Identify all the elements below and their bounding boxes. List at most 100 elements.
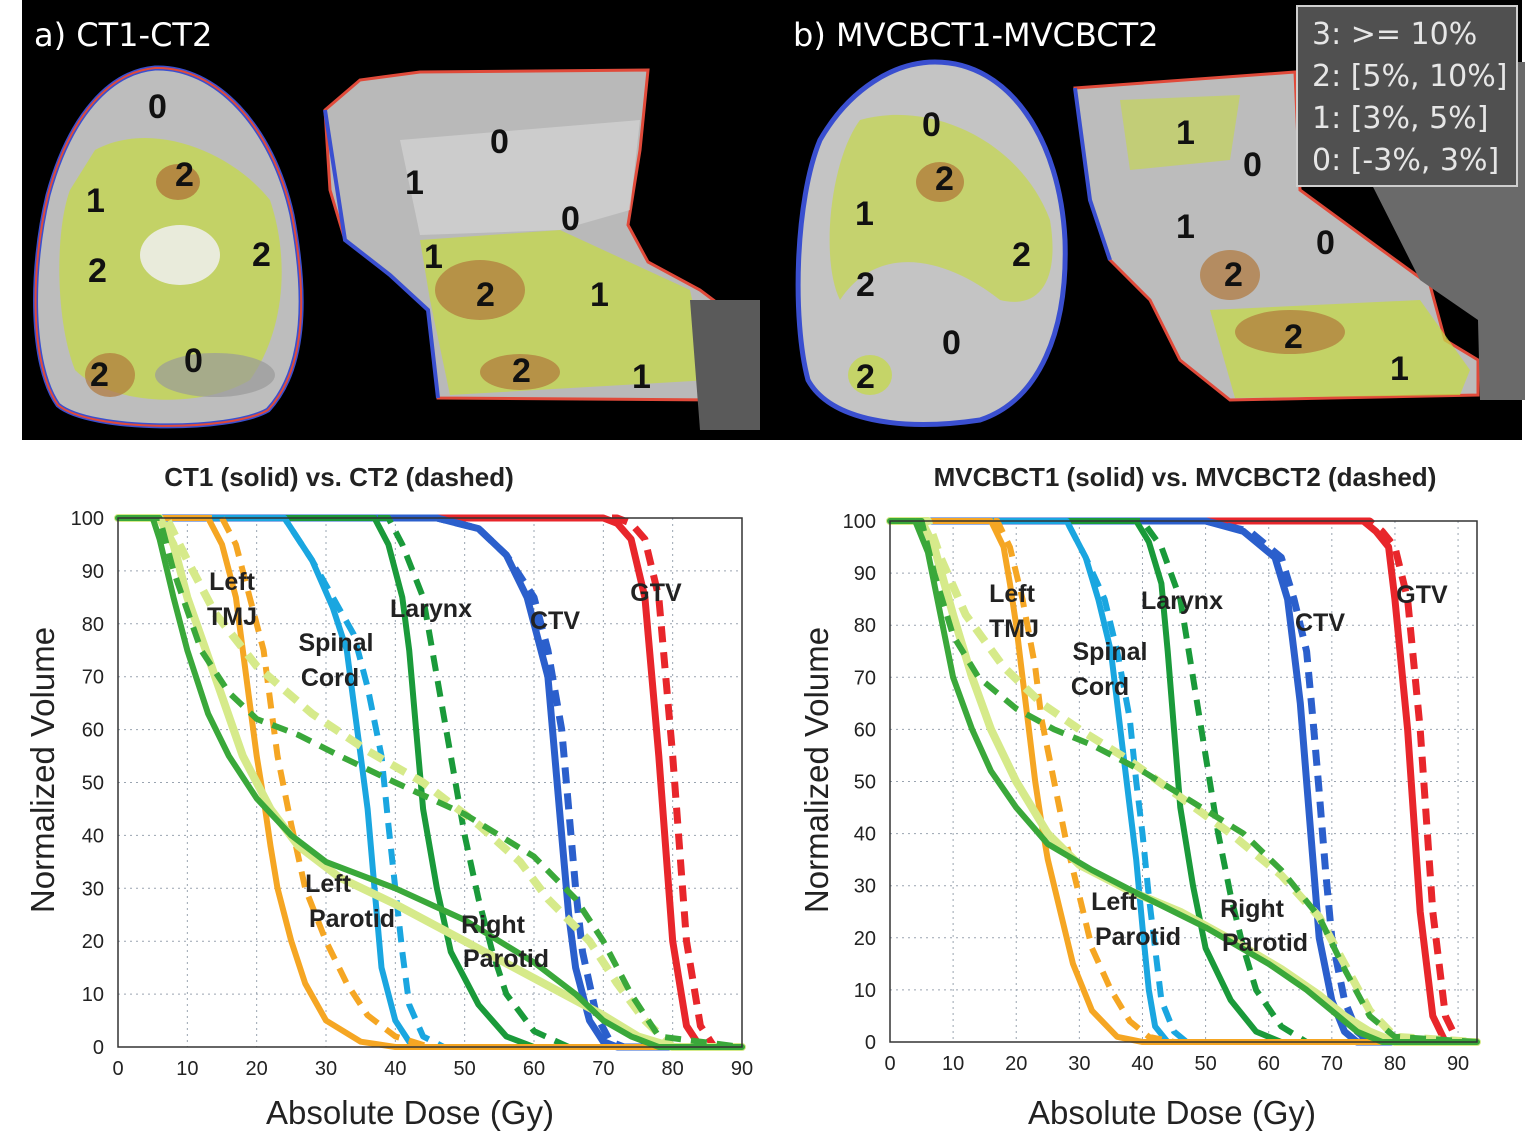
x-tick-label: 40	[384, 1058, 406, 1080]
x-tick-label: 60	[523, 1058, 545, 1080]
x-tick-label: 60	[1258, 1053, 1280, 1075]
dvh-curve-gtv-solid	[114, 514, 746, 1051]
curve-label-left-parotid: Parotid	[309, 905, 395, 933]
legend-background	[1296, 5, 1518, 187]
curve-label-left-tmj: TMJ	[207, 603, 257, 631]
region-number: 0	[1243, 146, 1262, 184]
y-tick-label: 100	[71, 508, 104, 530]
axial-low-region	[155, 353, 275, 397]
region-number: 2	[175, 156, 194, 194]
legend-entry: 0: [-3%, 3%]	[1312, 143, 1499, 178]
x-tick-label: 0	[112, 1058, 123, 1080]
y-tick-label: 40	[82, 825, 104, 847]
curve-label-ctv: CTV	[1295, 609, 1345, 637]
x-tick-label: 10	[942, 1053, 964, 1075]
x-tick-label: 80	[662, 1058, 684, 1080]
curve-labels: GTV CTV Larynx Spinal Cord Left TMJ Left…	[207, 568, 682, 973]
region-number: 0	[184, 342, 203, 380]
dvh-curve-larynx-solid	[115, 515, 745, 1050]
curve-label-left-tmj: Left	[989, 580, 1036, 608]
region-number: 0	[490, 123, 509, 161]
dvh-curve-left-tmj-solid	[115, 515, 745, 1050]
curve-label-gtv: GTV	[1396, 581, 1448, 609]
region-number: 2	[1012, 236, 1031, 274]
region-number: 1	[855, 195, 874, 233]
region-number: 2	[935, 160, 954, 198]
panel-b-label: b) MVCBCT1-MVCBCT2	[793, 16, 1158, 54]
region-number: 0	[148, 88, 167, 126]
plot-frame	[889, 520, 1478, 1043]
legend-entry: 1: [3%, 5%]	[1312, 101, 1488, 136]
legend-entry: 3: >= 10%	[1312, 17, 1477, 52]
region-number: 1	[632, 358, 651, 396]
curve-label-right-parotid: Parotid	[463, 945, 549, 973]
panel-a-sagittal-slice: 0 1 0 1 2 1 2 1	[323, 68, 760, 430]
y-tick-label: 10	[854, 980, 876, 1002]
curve-label-spinal-cord: Cord	[301, 664, 359, 692]
axial-hotspot	[85, 353, 135, 397]
y-tick-label: 0	[865, 1032, 876, 1054]
curve-label-left-tmj: Left	[209, 568, 256, 596]
y-tick-label: 40	[854, 824, 876, 846]
sagittal-hotspot	[435, 260, 525, 320]
axial-dose-region	[829, 114, 1053, 302]
dvh-curve-right-parotid-solid	[115, 515, 745, 1050]
region-number: 2	[856, 358, 875, 396]
axial-skin-contour	[34, 66, 303, 427]
dvh-curve-left-parotid-solid	[114, 514, 746, 1051]
x-tick-label: 30	[1068, 1053, 1090, 1075]
tick-labels: 0 10 20 30 40 50 60 70 80 90 0 10 20 30 40 50 60 70 80 90 10…	[71, 508, 754, 1080]
y-tick-label: 70	[854, 667, 876, 689]
dose-volume-curves	[886, 517, 1481, 1046]
curve-label-larynx: Larynx	[390, 595, 472, 623]
dose-volume-curves	[114, 514, 746, 1051]
y-axis-label: Normalized Volume	[24, 627, 61, 913]
chart-title: MVCBCT1 (solid) vs. MVCBCT2 (dashed)	[934, 462, 1437, 492]
region-number: 1	[1176, 208, 1195, 246]
sagittal-hotspot	[1235, 310, 1345, 354]
tick-labels: 0 10 20 30 40 50 60 70 80 90 0 10 20 30 40 50 60 70 80 90 10…	[843, 511, 1470, 1075]
region-number: 1	[86, 182, 105, 220]
dvh-curve-spinal-cord-dashed	[890, 518, 1477, 1045]
x-tick-label: 90	[1447, 1053, 1469, 1075]
x-tick-label: 70	[1321, 1053, 1343, 1075]
region-number: 1	[405, 164, 424, 202]
axial-hotspot	[916, 162, 964, 202]
region-number: 2	[252, 236, 271, 274]
dvh-chart-ct: CT1 (solid) vs. CT2 (dashed) 0 10 20 30 40 50…	[24, 462, 753, 1131]
x-tick-label: 0	[884, 1053, 895, 1075]
y-tick-label: 30	[82, 878, 104, 900]
dvh-curve-spinal-cord-solid	[115, 515, 745, 1050]
x-tick-label: 80	[1384, 1053, 1406, 1075]
curve-label-right-parotid: Right	[461, 911, 526, 939]
x-tick-label: 20	[246, 1058, 268, 1080]
curve-labels: GTV CTV Larynx Spinal Cord Left TMJ Left…	[989, 580, 1448, 957]
x-tick-label: 30	[315, 1058, 337, 1080]
region-number: 2	[88, 252, 107, 290]
y-tick-label: 90	[82, 561, 104, 583]
dvh-curve-right-parotid-solid	[887, 518, 1480, 1045]
y-tick-label: 20	[82, 931, 104, 953]
region-number: 0	[1316, 224, 1335, 262]
dvh-curve-gtv-solid	[886, 517, 1481, 1046]
dvh-curve-left-tmj-dashed	[118, 515, 742, 1050]
axial-hotspot	[156, 164, 200, 200]
y-tick-label: 80	[854, 615, 876, 637]
dvh-curve-ctv-solid	[886, 517, 1481, 1046]
image-panel: 0 2 1 2 2 2 0 0 1 0 1 2 1 2 1	[22, 0, 1525, 440]
region-number: 2	[1224, 256, 1243, 294]
dvh-curve-left-tmj-solid	[887, 518, 1480, 1045]
sagittal-couch	[690, 300, 760, 430]
region-number: 2	[90, 356, 109, 394]
region-number: 1	[424, 238, 443, 276]
legend-entry: 2: [5%, 10%]	[1312, 59, 1507, 94]
curve-label-right-parotid: Parotid	[1222, 929, 1308, 957]
plot-frame	[117, 517, 743, 1048]
axial-vertebra	[140, 225, 220, 285]
sagittal-hotspot	[480, 354, 560, 390]
region-number: 0	[922, 106, 941, 144]
y-tick-label: 60	[854, 719, 876, 741]
chart-title: CT1 (solid) vs. CT2 (dashed)	[164, 462, 514, 492]
x-tick-label: 70	[592, 1058, 614, 1080]
